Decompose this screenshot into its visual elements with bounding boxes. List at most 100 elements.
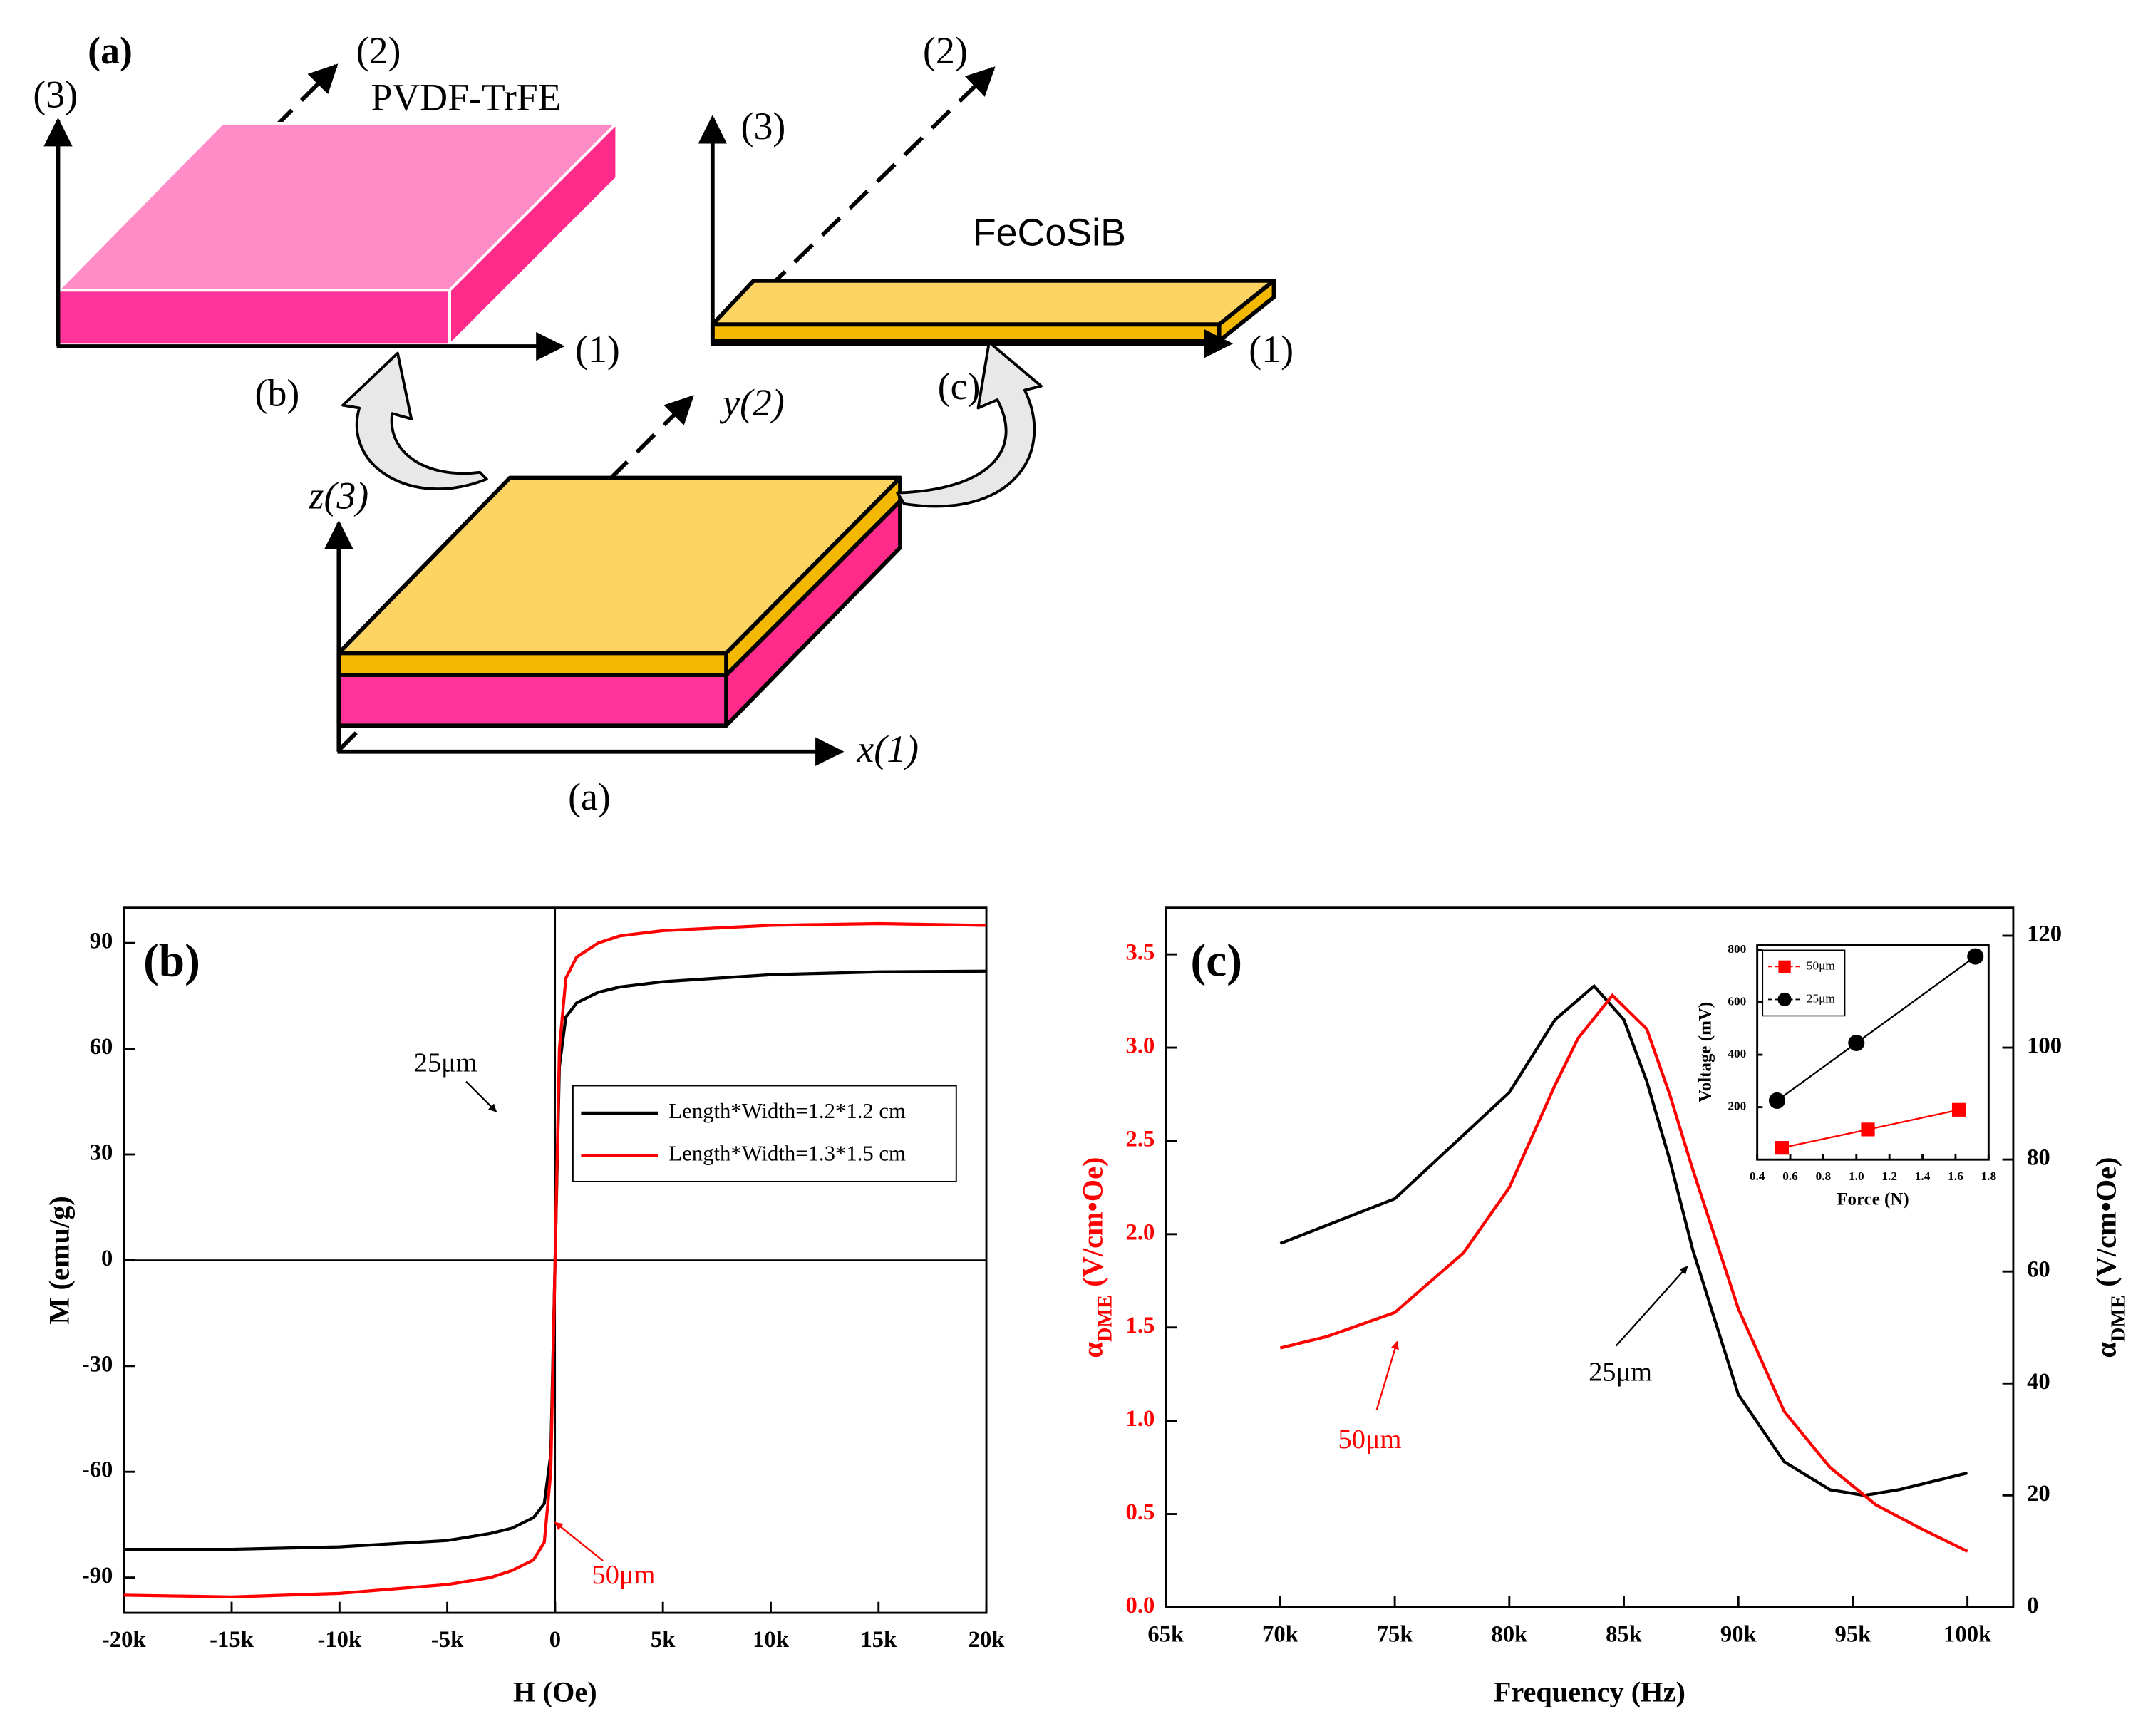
label-part: α: [1077, 1342, 1109, 1358]
x-tick-label: -20k: [102, 1627, 147, 1653]
y-tick-label: 0.0: [1126, 1593, 1155, 1618]
x-tick-label: 0.8: [1816, 1169, 1832, 1183]
x-tick-label: 95k: [1835, 1621, 1872, 1647]
block-front-pink: [336, 673, 728, 728]
y-tick-label: 3.5: [1126, 940, 1155, 966]
y-tick-label: 200: [1728, 1100, 1746, 1113]
material-label: FeCoSiB: [973, 212, 1126, 254]
y2-tick-label: 40: [2027, 1369, 2050, 1395]
y-tick-label: 1.5: [1126, 1313, 1155, 1338]
legend-label: 25μm: [1807, 991, 1836, 1005]
axis-label: x(1): [856, 728, 919, 770]
y-tick-label: -30: [82, 1351, 113, 1377]
x-tick-label: 1.6: [1948, 1169, 1963, 1183]
axis-label: (1): [575, 328, 620, 371]
fecosib-front: [710, 322, 1222, 343]
marker: [1861, 1122, 1875, 1137]
annotation: 50μm: [1338, 1425, 1402, 1455]
legend-marker: [1777, 992, 1792, 1007]
y-tick-label: 2.5: [1126, 1126, 1155, 1152]
axis-label: y(2): [719, 381, 785, 424]
schematic: (a) (3) (2) PVDF-TrFE (1) (b) (3) (2) Fe…: [33, 29, 1294, 818]
axis-label: (1): [1249, 328, 1294, 371]
y-tick-label: 0.5: [1126, 1499, 1155, 1525]
y-tick-label: -60: [82, 1457, 113, 1483]
y2-tick-label: 100: [2027, 1033, 2062, 1059]
y2-tick-label: 120: [2027, 921, 2062, 946]
label-part: (V/cm•Oe): [2090, 1157, 2122, 1287]
x-tick-label: 100k: [1943, 1621, 1992, 1647]
view-label: (b): [255, 371, 300, 414]
y-tick-label: 2.0: [1126, 1219, 1155, 1245]
legend-box: [572, 1085, 957, 1182]
y-axis-label: Voltage (mV): [1695, 1002, 1715, 1102]
y-tick-label: 0: [101, 1246, 113, 1271]
legend-marker: [1778, 960, 1791, 973]
x-tick-label: -10k: [317, 1627, 362, 1653]
legend-label: 50μm: [1807, 959, 1836, 972]
panel-label: (b): [143, 935, 200, 986]
x-tick-label: 80k: [1491, 1621, 1528, 1647]
pvdf-front: [56, 289, 451, 347]
x-tick-label: 75k: [1377, 1621, 1414, 1647]
annotation-arrow: [1375, 1340, 1399, 1411]
y-tick-label: 600: [1728, 994, 1746, 1008]
x-tick-label: 20k: [969, 1627, 1006, 1653]
chart: 0.4 0.6 0.8 1.0 1.2 1.4 1.6 1.8 200 400 600 800 Forc…: [1695, 942, 1996, 1209]
annotation-arrow: [554, 1521, 604, 1561]
annotation: 25μm: [414, 1048, 477, 1078]
label-part: DME: [1095, 1295, 1117, 1342]
y2-tick-label: 60: [2027, 1257, 2050, 1283]
y2-axis-label: αDME (V/cm•Oe): [2090, 1157, 2130, 1358]
chart: -20k -15k -10k -5k 0 5k 10k 15k 20k -90 -60 -30 0 30 6…: [43, 906, 1006, 1708]
label-part: (V/cm•Oe): [1077, 1157, 1109, 1287]
series-line: [1279, 993, 1968, 1553]
axis-label: z(3): [309, 475, 369, 517]
y-tick-label: 800: [1728, 942, 1746, 956]
x-axis-label: H (Oe): [513, 1676, 597, 1708]
x-tick-label: 0.4: [1750, 1169, 1765, 1183]
x-tick-label: 90k: [1720, 1621, 1757, 1647]
curved-arrow: [341, 351, 488, 491]
view-label: (a): [568, 775, 611, 818]
marker: [1967, 948, 1984, 965]
legend-label: Length*Width=1.3*1.5 cm: [668, 1141, 906, 1165]
block-top: [336, 475, 902, 656]
x-tick-label: 0: [549, 1627, 561, 1653]
panel-label: (c): [1191, 935, 1242, 986]
y-tick-label: -90: [82, 1563, 113, 1588]
y-tick-label: 3.0: [1126, 1033, 1155, 1059]
y-axis-label: M (emu/g): [43, 1196, 76, 1324]
annotation-arrow: [1615, 1266, 1688, 1347]
y-tick-label: 90: [90, 929, 113, 954]
y-tick-label: 60: [90, 1034, 113, 1060]
panel-label: (a): [88, 29, 133, 72]
x-tick-label: 70k: [1262, 1621, 1299, 1647]
axis-2: [711, 66, 996, 344]
marker: [1951, 1102, 1966, 1117]
block-front-yellow: [336, 651, 728, 678]
x-tick-label: 1.8: [1981, 1169, 1997, 1183]
axis-label: (3): [33, 73, 78, 116]
x-tick-label: 1.4: [1915, 1169, 1931, 1183]
x-tick-label: 10k: [753, 1627, 790, 1653]
axis-label: (2): [923, 29, 968, 72]
x-tick-label: 0.6: [1782, 1169, 1798, 1183]
x-tick-label: 15k: [860, 1627, 897, 1653]
view-label: (c): [938, 365, 981, 408]
y2-tick-label: 0: [2027, 1593, 2038, 1618]
series-line: [123, 921, 987, 1598]
x-tick-label: 65k: [1147, 1621, 1184, 1647]
legend-box: [1762, 949, 1846, 1017]
curved-arrow: [896, 341, 1043, 508]
marker: [1775, 1141, 1790, 1155]
marker: [1768, 1092, 1786, 1109]
x-axis-label: Frequency (Hz): [1494, 1676, 1685, 1708]
x-tick-label: -5k: [431, 1627, 464, 1653]
fecosib-top: [710, 278, 1276, 327]
x-tick-label: 1.2: [1881, 1169, 1897, 1183]
y-tick-label: 1.0: [1126, 1406, 1155, 1432]
x-tick-label: -15k: [210, 1627, 254, 1653]
axis-label: (2): [356, 29, 401, 72]
